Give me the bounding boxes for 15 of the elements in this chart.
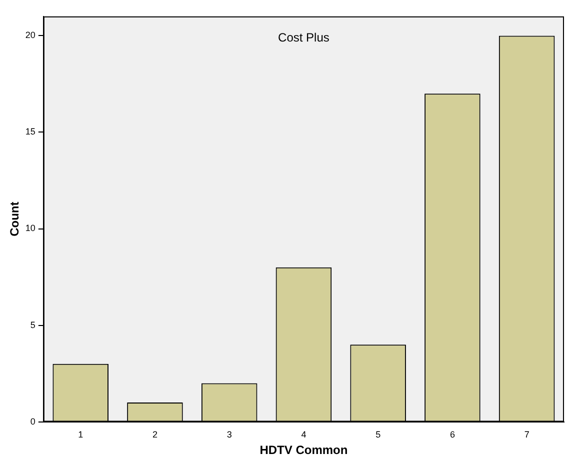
text: Cost Plus bbox=[278, 30, 330, 45]
y-axis-title: Count bbox=[8, 202, 22, 236]
x-tick-label: 6 bbox=[450, 430, 455, 440]
y-tick-label: 5 bbox=[30, 320, 36, 330]
x-tick-label: 1 bbox=[78, 430, 84, 440]
y-tick-label: 15 bbox=[25, 126, 36, 137]
x-tick-label: 7 bbox=[524, 430, 530, 440]
x-tick-label: 2 bbox=[152, 430, 158, 440]
x-tick-label: 5 bbox=[376, 430, 381, 440]
x-tick-label: 3 bbox=[226, 430, 232, 440]
y-tick-label: 10 bbox=[25, 223, 36, 234]
x-tick-label: 4 bbox=[301, 430, 306, 440]
y-tick-label: 0 bbox=[30, 416, 36, 426]
x-axis-title: HDTV Common bbox=[260, 443, 348, 458]
y-tick-label: 20 bbox=[25, 30, 36, 40]
